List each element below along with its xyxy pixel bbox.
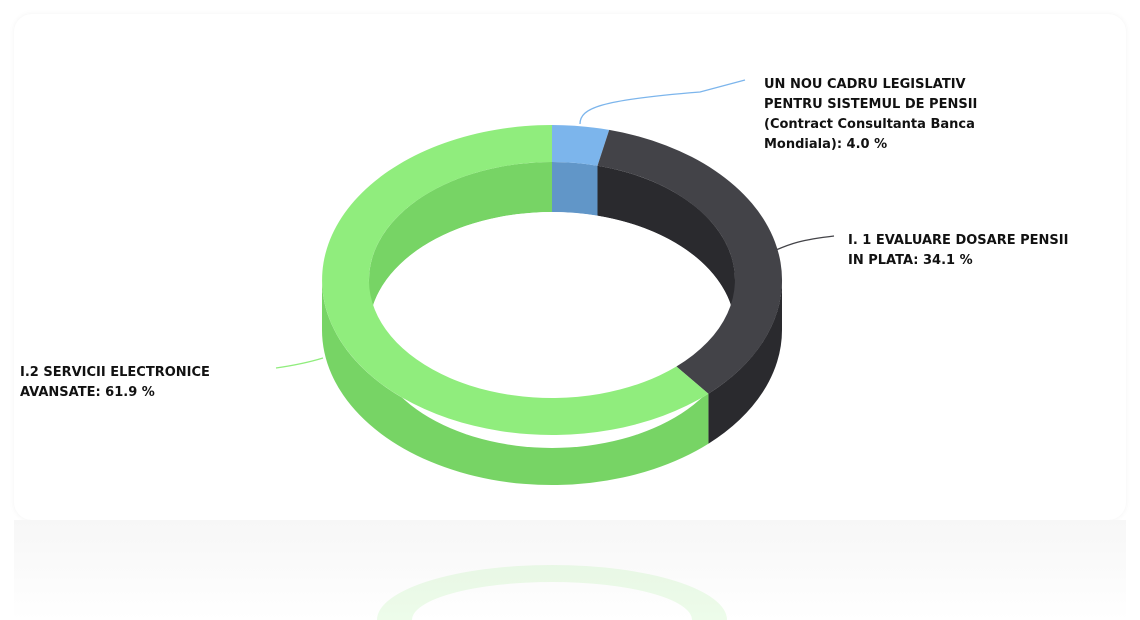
slice-1	[597, 129, 783, 394]
donut-reflection	[377, 565, 727, 620]
slice-2	[322, 125, 709, 435]
slice-inner-wall-1-0	[597, 165, 735, 330]
chart-reflection	[14, 520, 1126, 620]
data-label-1: I. 1 EVALUARE DOSARE PENSII IN PLATA: 34.…	[848, 233, 1068, 268]
slice-side-1	[708, 280, 783, 444]
data-label-1-line-1: IN PLATA: 34.1 %	[848, 253, 973, 268]
connector-2	[275, 357, 324, 369]
slice-0	[552, 125, 610, 166]
data-label-0-line-0: UN NOU CADRU LEGISLATIV	[764, 77, 966, 92]
label-connectors	[275, 79, 835, 369]
data-label-1-line-0: I. 1 EVALUARE DOSARE PENSII	[848, 233, 1068, 248]
slice-inner-wall-2-1	[369, 162, 552, 330]
connector-0	[579, 79, 746, 125]
donut-reflection-arc	[377, 565, 727, 620]
data-label-0-line-3: Mondiala): 4.0 %	[764, 137, 887, 152]
data-label-2: I.2 SERVICII ELECTRONICE AVANSATE: 61.9 %	[20, 365, 210, 400]
donut-slices	[322, 125, 783, 435]
data-label-0: UN NOU CADRU LEGISLATIV PENTRU SISTEMUL D…	[764, 77, 977, 152]
slice-inner-wall-0-0	[552, 162, 598, 216]
data-label-2-line-0: I.2 SERVICII ELECTRONICE	[20, 365, 210, 380]
data-label-2-line-1: AVANSATE: 61.9 %	[20, 385, 155, 400]
connector-1	[775, 235, 835, 251]
data-label-0-line-2: (Contract Consultanta Banca	[764, 117, 975, 132]
data-label-0-line-1: PENTRU SISTEMUL DE PENSII	[764, 97, 977, 112]
data-labels: UN NOU CADRU LEGISLATIV PENTRU SISTEMUL D…	[20, 77, 1068, 400]
